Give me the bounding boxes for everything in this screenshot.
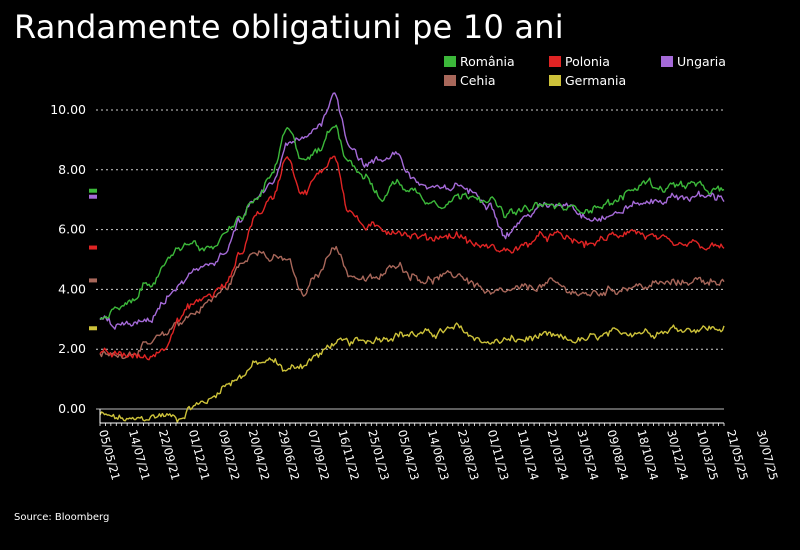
x-tick-label: 22/09/21 bbox=[156, 428, 183, 482]
x-tick-label: 05/05/21 bbox=[96, 428, 123, 482]
y-tick-label: 4.00 bbox=[58, 281, 86, 296]
legend-label-germania: Germania bbox=[565, 73, 626, 88]
x-tick-label: 16/11/22 bbox=[335, 428, 362, 482]
y-tick-label: 2.00 bbox=[58, 341, 86, 356]
x-tick-label: 14/07/21 bbox=[126, 428, 153, 482]
x-tick-label: 29/06/22 bbox=[276, 428, 303, 482]
x-tick-label: 20/04/22 bbox=[246, 428, 273, 482]
legend-label-polonia: Polonia bbox=[565, 54, 610, 69]
y-tick-label: 10.00 bbox=[50, 102, 86, 117]
y-tick-label: 8.00 bbox=[58, 162, 86, 177]
x-tick-label: 01/11/23 bbox=[485, 428, 512, 482]
series-marker-cehia bbox=[89, 278, 97, 283]
legend-label-ungaria: Ungaria bbox=[677, 54, 726, 69]
x-tick-label: 30/12/24 bbox=[664, 428, 691, 482]
series-marker-polonia bbox=[89, 245, 97, 250]
legend-swatch-ungaria bbox=[661, 56, 673, 67]
series-line-germania bbox=[99, 322, 725, 423]
chart-title: Randamente obligatiuni pe 10 ani bbox=[14, 8, 564, 46]
y-tick-label: 6.00 bbox=[58, 222, 86, 237]
x-tick-label: 10/03/25 bbox=[694, 428, 721, 482]
y-axis-ticks: 0.00 2.00 4.00 6.00 8.00 10.00 bbox=[50, 102, 86, 416]
x-tick-label: 31/05/24 bbox=[575, 428, 602, 482]
y-tick-label: 0.00 bbox=[58, 401, 86, 416]
series-marker-românia bbox=[89, 188, 97, 193]
legend-label-cehia: Cehia bbox=[460, 73, 495, 88]
legend-swatch-polonia bbox=[549, 56, 561, 67]
x-tick-label: 09/08/24 bbox=[604, 428, 631, 482]
x-tick-label: 18/10/24 bbox=[634, 428, 661, 482]
x-tick-label: 21/05/25 bbox=[724, 428, 751, 482]
x-tick-label: 23/08/23 bbox=[455, 428, 482, 482]
source-note: Source: Bloomberg bbox=[14, 512, 110, 523]
series-line-românia bbox=[99, 124, 725, 320]
legend-swatch-germania bbox=[549, 75, 561, 86]
x-tick-label: 25/01/23 bbox=[365, 428, 392, 482]
x-tick-label: 09/02/22 bbox=[216, 428, 243, 482]
series-line-polonia bbox=[99, 155, 725, 361]
x-tick-label: 30/07/25 bbox=[754, 428, 781, 482]
series-lines bbox=[99, 92, 725, 423]
series-line-cehia bbox=[99, 245, 725, 360]
series-line-ungaria bbox=[99, 92, 725, 330]
legend-label-românia: România bbox=[460, 54, 515, 69]
x-tick-label: 11/01/24 bbox=[515, 428, 542, 482]
x-tick-label: 07/09/22 bbox=[305, 428, 332, 482]
legend-swatch-cehia bbox=[444, 75, 456, 86]
x-tick-label: 05/04/23 bbox=[395, 428, 422, 482]
series-end-markers bbox=[89, 188, 97, 331]
x-tick-label: 14/06/23 bbox=[425, 428, 452, 482]
legend: România Polonia Ungaria Cehia Germania bbox=[444, 54, 726, 88]
x-tick-label: 21/03/24 bbox=[545, 428, 572, 482]
series-marker-germania bbox=[89, 326, 97, 331]
series-marker-ungaria bbox=[89, 194, 97, 199]
legend-swatch-românia bbox=[444, 56, 456, 67]
x-tick-label: 01/12/21 bbox=[186, 428, 213, 482]
x-axis: 05/05/21 14/07/21 22/09/21 01/12/21 09/02/22… bbox=[96, 409, 781, 482]
